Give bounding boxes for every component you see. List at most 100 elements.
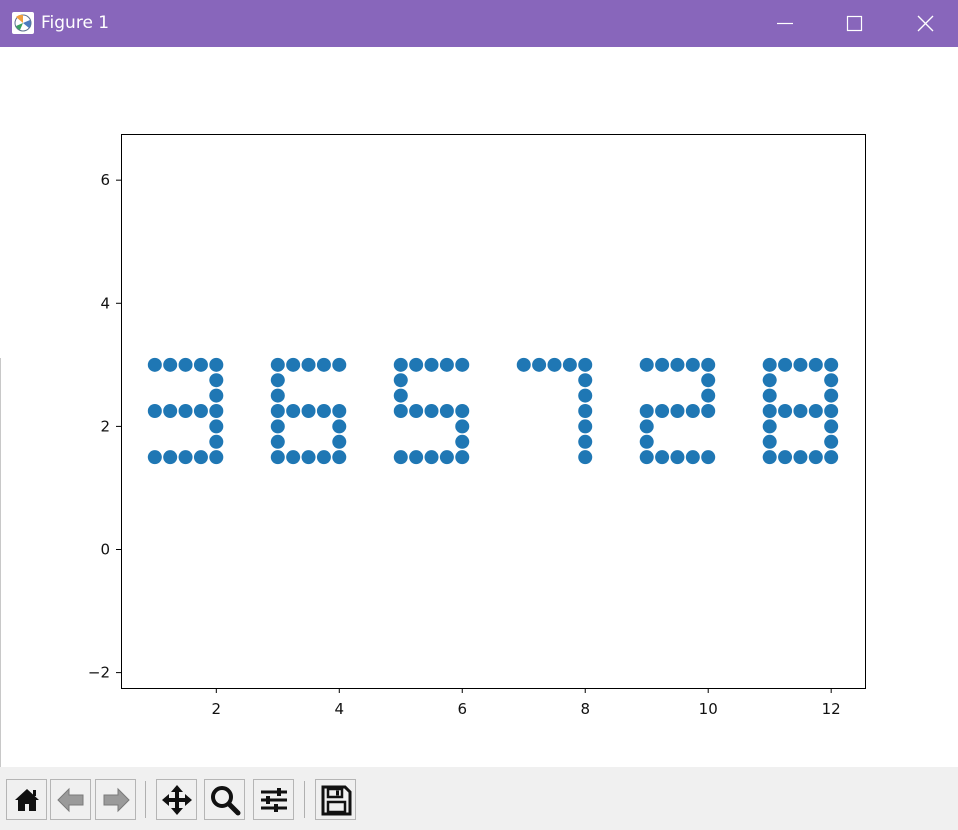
data-point	[209, 357, 224, 372]
data-point	[455, 450, 470, 465]
configure-subplots-button[interactable]	[253, 779, 294, 820]
data-point	[562, 357, 577, 372]
close-icon	[917, 15, 934, 32]
data-point	[578, 419, 593, 434]
data-point	[301, 404, 316, 418]
data-point	[393, 373, 408, 388]
y-tick-label: 4	[100, 294, 110, 312]
data-point	[824, 404, 839, 418]
data-point	[424, 357, 439, 372]
data-point	[193, 404, 208, 418]
data-point	[685, 404, 700, 418]
data-point	[670, 450, 685, 465]
data-point	[670, 404, 685, 418]
x-tick-label: 8	[580, 700, 590, 718]
data-point	[147, 357, 162, 372]
data-point	[286, 404, 301, 418]
data-point	[439, 450, 454, 465]
data-point	[393, 388, 408, 403]
data-point	[270, 388, 285, 403]
data-point	[701, 388, 716, 403]
data-point	[147, 404, 162, 418]
close-button[interactable]	[894, 0, 956, 47]
data-point	[332, 434, 347, 449]
data-point	[762, 357, 777, 372]
data-point	[701, 357, 716, 372]
data-point	[824, 434, 839, 449]
data-point	[639, 419, 654, 434]
data-point	[578, 388, 593, 403]
y-tick-label: 6	[100, 171, 110, 189]
data-point	[578, 404, 593, 418]
data-point	[270, 419, 285, 434]
data-point	[655, 404, 670, 418]
data-point	[332, 357, 347, 372]
save-button[interactable]	[315, 779, 356, 820]
data-point	[270, 404, 285, 418]
data-point	[762, 373, 777, 388]
data-point	[178, 357, 193, 372]
data-point	[163, 404, 178, 418]
data-point	[286, 450, 301, 465]
magnifier-icon	[211, 786, 241, 816]
back-button[interactable]	[50, 779, 91, 820]
data-point	[639, 357, 654, 372]
data-point	[209, 388, 224, 403]
data-point	[316, 357, 331, 372]
data-point	[455, 357, 470, 372]
data-point	[685, 450, 700, 465]
data-point	[824, 357, 839, 372]
data-point	[808, 450, 823, 465]
data-point	[793, 357, 808, 372]
data-point	[655, 357, 670, 372]
window-edge	[0, 358, 1, 830]
minimize-button[interactable]	[754, 0, 816, 47]
data-point	[701, 373, 716, 388]
data-point	[409, 450, 424, 465]
data-point	[393, 357, 408, 372]
data-point	[147, 450, 162, 465]
title-bar: Figure 1	[0, 0, 958, 47]
data-point	[332, 404, 347, 418]
zoom-button[interactable]	[204, 779, 245, 820]
data-point	[670, 357, 685, 372]
x-tick-label: 4	[335, 700, 345, 718]
data-point	[701, 404, 716, 418]
data-point	[424, 404, 439, 418]
minimize-icon	[777, 22, 793, 25]
toolbar-separator	[145, 781, 146, 818]
data-point	[332, 419, 347, 434]
home-button[interactable]	[6, 779, 47, 820]
data-point	[393, 450, 408, 465]
data-point	[455, 404, 470, 418]
data-point	[301, 357, 316, 372]
data-point	[409, 404, 424, 418]
data-point	[824, 450, 839, 465]
data-point	[762, 434, 777, 449]
forward-button[interactable]	[95, 779, 136, 820]
toolbar-separator	[304, 781, 305, 818]
matplotlib-app-icon	[12, 12, 34, 34]
data-point	[824, 373, 839, 388]
data-point	[639, 404, 654, 418]
y-tick-label: −2	[88, 664, 110, 682]
home-icon	[15, 789, 39, 811]
data-point	[455, 419, 470, 434]
data-point	[178, 450, 193, 465]
data-point	[762, 419, 777, 434]
y-tick-label: 2	[100, 417, 110, 435]
data-point	[193, 357, 208, 372]
data-point	[778, 357, 793, 372]
data-point	[455, 434, 470, 449]
x-tick-label: 2	[212, 700, 222, 718]
x-tick-label: 10	[699, 700, 718, 718]
maximize-button[interactable]	[823, 0, 885, 47]
navigation-toolbar	[0, 767, 958, 830]
y-tick-label: 0	[100, 541, 110, 559]
data-point	[270, 357, 285, 372]
pan-button[interactable]	[156, 779, 197, 820]
data-point	[424, 450, 439, 465]
data-point	[316, 450, 331, 465]
data-point	[639, 434, 654, 449]
data-point	[578, 373, 593, 388]
